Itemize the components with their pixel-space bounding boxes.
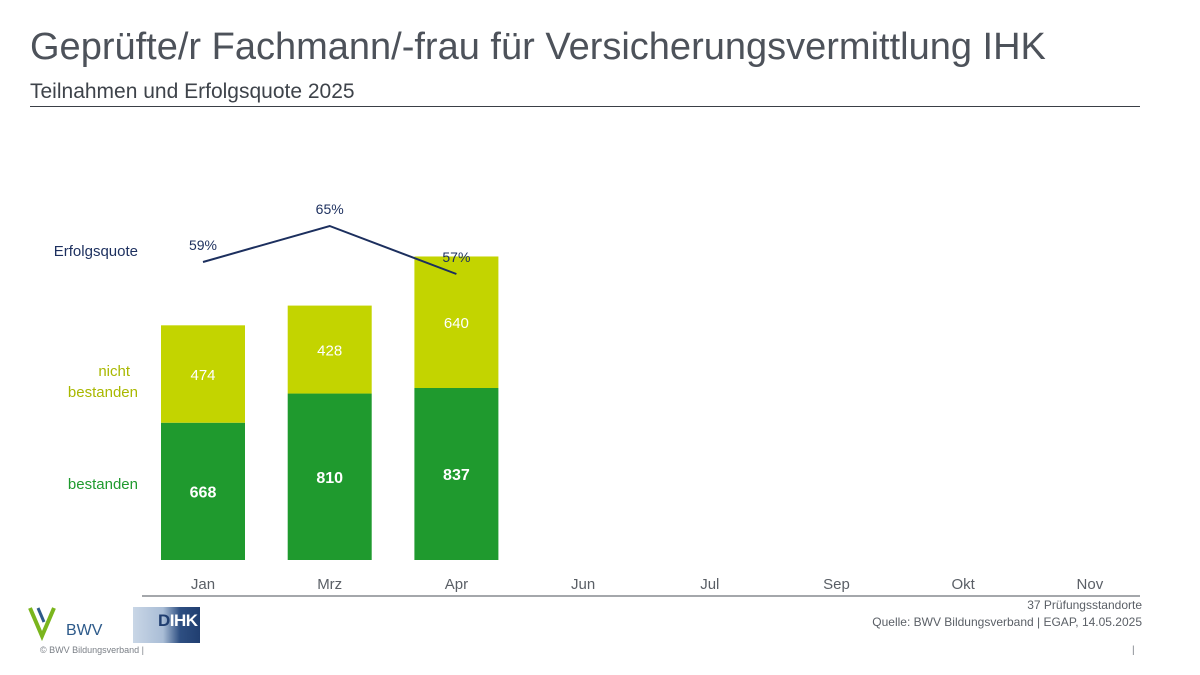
copyright-text: © BWV Bildungsverband | <box>40 645 145 655</box>
x-tick-label: Okt <box>952 576 976 593</box>
x-tick-label: Jan <box>191 576 215 593</box>
dihk-logo-ihk: IHK <box>169 611 198 630</box>
title-divider <box>30 106 1140 107</box>
data-label-bestanden: 837 <box>443 467 470 484</box>
x-tick-label: Jun <box>571 576 595 593</box>
x-tick-label: Apr <box>445 576 468 593</box>
legend-nicht-bestanden-line1: nicht <box>98 363 131 380</box>
x-tick-label: Mrz <box>317 576 342 593</box>
page-separator: | <box>1132 645 1135 656</box>
bar-bestanden <box>161 422 245 560</box>
erfolgsquote-label: 65% <box>316 201 344 217</box>
bwv-logo-text: BWV <box>66 622 103 639</box>
erfolgsquote-label: 59% <box>189 237 217 253</box>
x-tick-label: Sep <box>823 576 850 593</box>
data-label-nicht-bestanden: 474 <box>190 367 215 384</box>
legend-nicht-bestanden-line2: bestanden <box>68 384 138 401</box>
data-label-nicht-bestanden: 640 <box>444 315 469 332</box>
dihk-logo-d: D <box>158 611 170 630</box>
bar-nicht-bestanden <box>287 305 372 394</box>
bar-nicht-bestanden <box>414 256 499 388</box>
footer-source-note: Quelle: BWV Bildungsverband | EGAP, 14.0… <box>872 615 1142 629</box>
bar-bestanden <box>287 393 372 560</box>
page-title: Geprüfte/r Fachmann/-frau für Versicheru… <box>30 26 1046 68</box>
data-label-nicht-bestanden: 428 <box>317 343 342 360</box>
bar-nicht-bestanden <box>161 325 245 423</box>
legend-erfolgsquote: Erfolgsquote <box>54 243 138 260</box>
page-subtitle: Teilnahmen und Erfolgsquote 2025 <box>30 80 355 103</box>
x-tick-label: Jul <box>700 576 719 593</box>
x-tick-label: Nov <box>1077 576 1104 593</box>
data-label-bestanden: 668 <box>190 484 217 501</box>
erfolgsquote-line <box>202 224 457 275</box>
bwv-logo-icon <box>28 607 56 642</box>
footer-locations-note: 37 Prüfungsstandorte <box>1027 598 1142 612</box>
bar-bestanden <box>414 387 499 560</box>
legend-bestanden: bestanden <box>68 476 138 493</box>
dihk-logo-icon <box>133 607 200 643</box>
erfolgsquote-label: 57% <box>442 249 470 265</box>
data-label-bestanden: 810 <box>316 470 343 487</box>
dihk-logo-text: DIHK <box>158 611 198 631</box>
